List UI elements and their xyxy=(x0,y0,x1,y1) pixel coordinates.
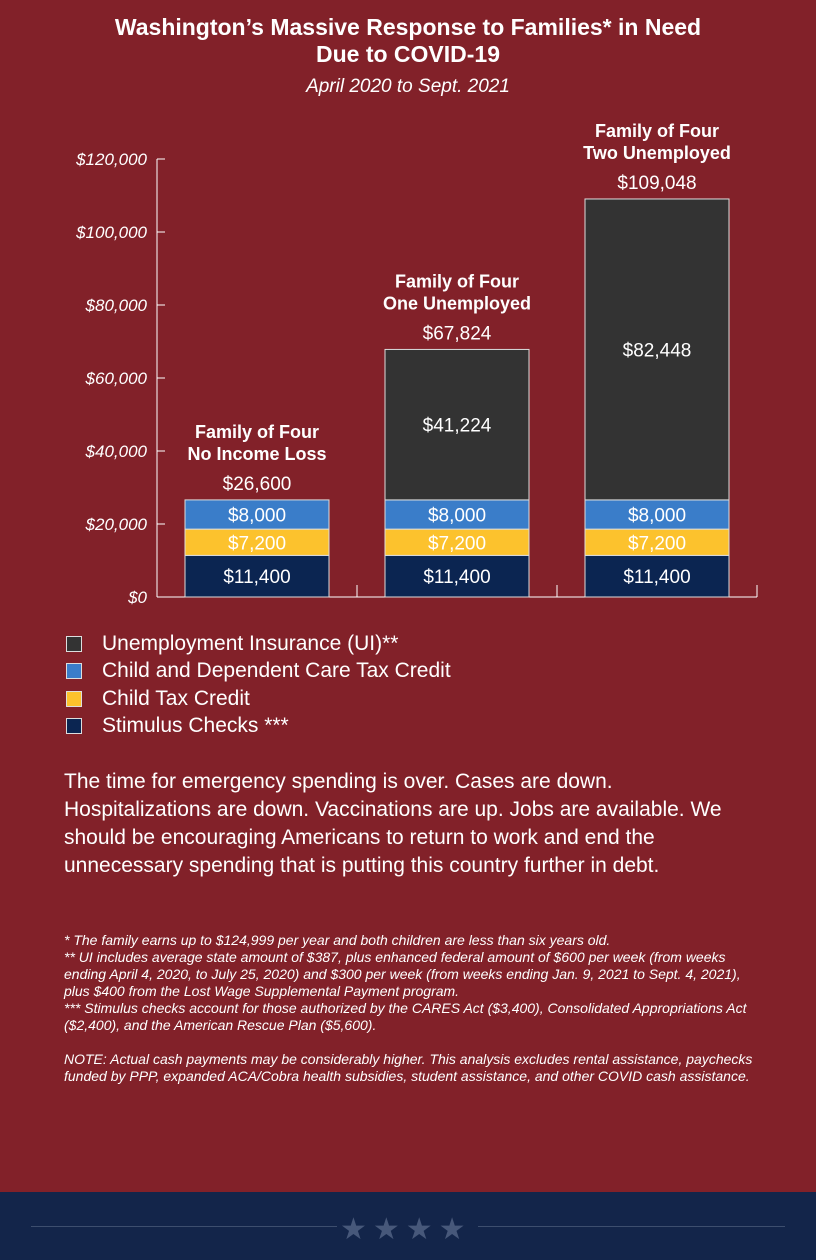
legend-swatch xyxy=(66,663,82,680)
legend-label: Stimulus Checks *** xyxy=(102,714,289,738)
y-tick-label: $0 xyxy=(127,588,147,607)
legend-label: Child and Dependent Care Tax Credit xyxy=(102,659,451,683)
legend-swatch xyxy=(66,635,82,652)
data-label: $11,400 xyxy=(623,567,690,588)
bar-segment xyxy=(584,554,730,598)
four-stars-icon: ★★★★ xyxy=(340,1213,472,1246)
bar-segment xyxy=(584,499,730,530)
body-text: The time for emergency spending is over.… xyxy=(64,770,722,877)
note: NOTE: Actual cash payments may be consid… xyxy=(64,1051,753,1084)
legend-swatch xyxy=(66,690,82,707)
footnote: * The family earns up to $124,999 per ye… xyxy=(64,932,611,948)
legend-label: Child Tax Credit xyxy=(102,686,250,710)
category-label: One Unemployed xyxy=(383,293,531,313)
legend-label: Unemployment Insurance (UI)** xyxy=(102,631,399,655)
y-tick-label: $40,000 xyxy=(85,442,148,461)
category-label: Family of Four xyxy=(595,121,719,141)
footer: ★★★★ xyxy=(0,1192,816,1260)
y-tick-label: $100,000 xyxy=(75,223,147,242)
divider xyxy=(31,1226,337,1227)
bar-segment xyxy=(384,528,530,556)
title-line-1: Washington’s Massive Response to Familie… xyxy=(114,14,702,40)
total-label: $67,824 xyxy=(423,323,492,344)
legend-swatch xyxy=(66,718,82,735)
data-label: $11,400 xyxy=(423,567,490,588)
legend-item: Child Tax Credit xyxy=(66,685,451,713)
chart-subtitle: April 2020 to Sept. 2021 xyxy=(306,76,510,97)
data-label: $7,200 xyxy=(428,533,486,554)
category-label: Family of Four xyxy=(195,422,319,442)
y-tick-label: $120,000 xyxy=(75,150,147,169)
data-label: $11,400 xyxy=(223,567,290,588)
bar-segment xyxy=(184,554,330,598)
stacked-bar-chart: $0 $20,000 $40,000 $60,000 $80,000 $100,000 $1… xyxy=(75,121,758,607)
y-tick-label: $20,000 xyxy=(85,515,148,534)
legend: Unemployment Insurance (UI)** Child and D… xyxy=(66,630,451,740)
data-label: $8,000 xyxy=(228,506,286,527)
bar-segment xyxy=(384,499,530,530)
data-label: $8,000 xyxy=(428,506,486,527)
footnote: *** Stimulus checks account for those au… xyxy=(64,1000,747,1033)
data-label: $82,448 xyxy=(623,340,692,361)
title-line-2: Due to COVID-19 xyxy=(315,41,501,67)
divider xyxy=(478,1226,785,1227)
data-label: $41,224 xyxy=(423,416,492,437)
legend-item: Unemployment Insurance (UI)** xyxy=(66,630,451,658)
data-label: $8,000 xyxy=(628,506,686,527)
bar-segment xyxy=(384,348,530,501)
bar-segment xyxy=(584,198,730,501)
footnotes: * The family earns up to $124,999 per ye… xyxy=(64,932,764,1085)
total-label: $109,048 xyxy=(617,173,696,194)
total-label: $26,600 xyxy=(223,474,292,495)
data-label: $7,200 xyxy=(628,533,686,554)
category-label: No Income Loss xyxy=(187,444,326,464)
chart-title: Washington’s Massive Response to Familie… xyxy=(0,14,816,68)
category-label: Two Unemployed xyxy=(583,143,731,163)
bar-segment xyxy=(184,499,330,530)
y-tick-label: $80,000 xyxy=(85,296,148,315)
legend-item: Stimulus Checks *** xyxy=(66,713,451,741)
category-label: Family of Four xyxy=(395,271,519,291)
data-label: $7,200 xyxy=(228,533,286,554)
footnote: ** UI includes average state amount of $… xyxy=(64,949,741,999)
legend-item: Child and Dependent Care Tax Credit xyxy=(66,658,451,686)
y-tick-label: $60,000 xyxy=(85,369,148,388)
